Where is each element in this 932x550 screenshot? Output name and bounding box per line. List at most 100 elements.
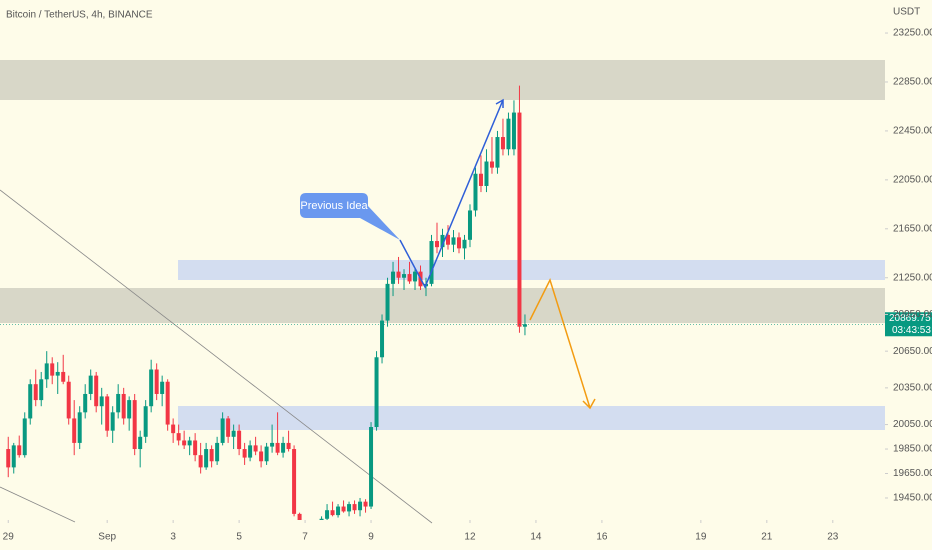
x-tick-label: 16: [596, 532, 608, 543]
candle-body: [489, 161, 494, 168]
candle-body: [182, 440, 187, 446]
candle-body: [248, 445, 253, 458]
resistance-zone: [0, 60, 885, 100]
candle-body: [270, 442, 275, 447]
candle-body: [369, 427, 374, 507]
support-zone: [0, 288, 885, 323]
candle-body: [110, 412, 115, 431]
y-tick-label: 20950.00: [893, 309, 932, 320]
x-tick-label: 29: [3, 532, 15, 543]
candle-body: [347, 504, 352, 512]
candle-body: [231, 430, 236, 437]
x-tick-label: 3: [170, 532, 176, 543]
candle-body: [374, 357, 379, 428]
candle-body: [435, 241, 440, 248]
candle-body: [28, 384, 33, 419]
candle-body: [116, 393, 121, 413]
candle-body: [66, 381, 71, 419]
candle-body: [478, 173, 483, 186]
candle-body: [44, 363, 49, 380]
candle-body: [330, 510, 335, 516]
candle-body: [451, 237, 456, 245]
candle-body: [380, 320, 385, 358]
x-tick-label: 7: [302, 532, 308, 543]
drawings: [0, 60, 885, 524]
candle-body: [204, 449, 209, 468]
y-tick-label: 22850.00: [893, 77, 932, 88]
idea-arrow: [399, 99, 504, 289]
candle-body: [220, 418, 225, 443]
candle-body: [467, 210, 472, 240]
candle-body: [149, 369, 154, 407]
y-tick-label: 20050.00: [893, 419, 932, 430]
candle-body: [226, 418, 231, 437]
x-tick-label: 19: [695, 532, 707, 543]
candle-body: [391, 271, 396, 284]
candle-body: [88, 375, 93, 394]
x-tick-label: 9: [368, 532, 374, 543]
candle-body: [11, 445, 16, 468]
last-price-label: 20869.75: [889, 313, 931, 324]
candle-body: [445, 234, 450, 245]
y-tick-label: 21650.00: [893, 223, 932, 234]
candle-body: [253, 445, 258, 452]
candle-body: [473, 173, 478, 211]
x-tick-label: Sep: [98, 532, 116, 543]
trend-line: [0, 486, 76, 523]
blue-zone: [178, 406, 885, 430]
candle-body: [517, 112, 522, 327]
candle-body: [187, 440, 192, 446]
y-tick-label: 22450.00: [893, 126, 932, 137]
arrow-head: [495, 98, 504, 108]
candle-body: [325, 510, 330, 519]
candle-body: [50, 363, 55, 376]
candle-body: [259, 451, 264, 462]
overlay: Previous Idea Bitcoin / TetherUS, 4h, BI…: [0, 7, 932, 410]
candle-body: [363, 501, 368, 507]
candle-body: [242, 449, 247, 458]
candle-body: [83, 393, 88, 413]
y-tick-label: 20650.00: [893, 346, 932, 357]
candle-body: [440, 234, 445, 248]
candle-body: [72, 418, 77, 443]
x-tick-label: 12: [464, 532, 476, 543]
candle-body: [138, 436, 143, 450]
candle-body: [413, 271, 418, 282]
candle-body: [127, 400, 132, 419]
candle-body: [462, 239, 467, 249]
candle-body: [94, 375, 99, 407]
x-tick-label: 5: [236, 532, 242, 543]
candle-body: [281, 442, 286, 453]
candle-body: [385, 283, 390, 321]
candle-body: [336, 506, 341, 516]
candle-body: [33, 384, 38, 401]
y-tick-label: 23250.00: [893, 28, 932, 39]
candle-body: [77, 412, 82, 443]
candle-body: [17, 445, 22, 456]
x-tick-label: 21: [761, 532, 773, 543]
candle-body: [396, 271, 401, 278]
candle-body: [6, 449, 11, 468]
candle-body: [484, 161, 489, 186]
candle-body: [61, 371, 66, 382]
candle-body: [198, 455, 203, 468]
candle-body: [511, 112, 516, 150]
candle-body: [286, 442, 291, 450]
candle-body: [22, 418, 27, 456]
candle-body: [522, 324, 527, 327]
y-tick-label: 21250.00: [893, 272, 932, 283]
countdown: 03:43:53: [892, 325, 931, 336]
candle-body: [407, 274, 412, 282]
candle-body: [99, 396, 104, 407]
candle-body: [506, 118, 511, 150]
last-price-box: [885, 312, 932, 337]
y-tick-label: 22050.00: [893, 174, 932, 185]
candle-body: [171, 424, 176, 434]
candle-body: [456, 237, 461, 249]
candle-body: [292, 449, 297, 514]
candle-body: [352, 504, 357, 511]
x-tick-label: 23: [827, 532, 839, 543]
candle-body: [237, 430, 242, 450]
candle-body: [429, 241, 434, 284]
